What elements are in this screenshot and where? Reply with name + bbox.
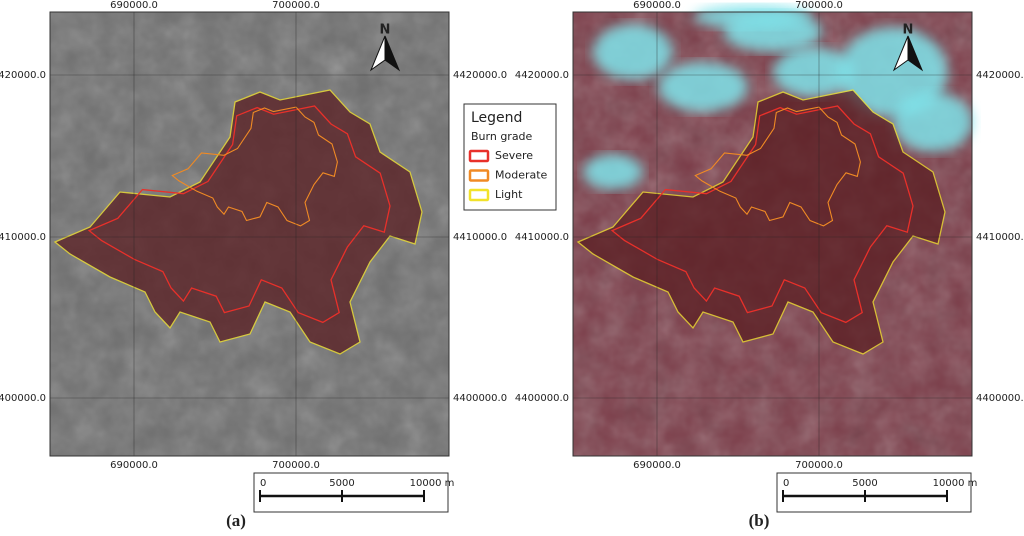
scalebar-label: 0 (783, 478, 789, 489)
x-coord-label: 700000.0 (795, 0, 843, 11)
y-coord-label: 4410000.0 (976, 232, 1024, 243)
x-coord-label: 700000.0 (272, 0, 320, 11)
x-coord-label: 700000.0 (272, 460, 320, 471)
scalebar-label: 0 (260, 478, 266, 489)
y-coord-label: 4400000.0 (976, 393, 1024, 404)
y-coord-label: 4410000.0 (0, 232, 46, 243)
scalebar-box (253, 472, 449, 513)
map-frame (49, 11, 450, 457)
panel-caption: (b) (749, 511, 770, 530)
legend-label: Moderate (495, 169, 548, 182)
x-coord-label: 700000.0 (795, 460, 843, 471)
legend-title: Legend (471, 110, 522, 126)
cloud (693, 5, 813, 29)
y-coord-label: 4420000.0 (0, 70, 46, 81)
map-panel: 690000.0 690000.0 700000.0 700000.0 4420000.… (515, 0, 1024, 530)
scalebar-box (776, 472, 972, 513)
y-coord-label: 4400000.0 (515, 393, 569, 404)
cloud (583, 154, 643, 190)
x-coord-label: 690000.0 (110, 460, 158, 471)
legend-swatch (468, 188, 490, 202)
cloud (773, 47, 853, 97)
north-label: N (903, 23, 914, 38)
panel-caption: (a) (226, 511, 246, 530)
burn-moderate (171, 106, 338, 227)
burn-severe (610, 105, 914, 324)
scalebar-label: 5000 (329, 478, 354, 489)
y-coord-label: 4420000.0 (453, 70, 507, 81)
y-coord-label: 4400000.0 (0, 393, 46, 404)
legend-label: Severe (495, 149, 533, 162)
x-coord-label: 690000.0 (110, 0, 158, 11)
north-arrow (384, 35, 401, 72)
cloud (893, 92, 973, 152)
cloud (593, 24, 673, 80)
legend-swatch (468, 149, 490, 163)
map-frame (572, 11, 973, 457)
legend-swatch (468, 169, 490, 182)
legend: Legend Burn grade Severe Moderate Light (463, 103, 557, 211)
cloud (658, 62, 748, 112)
y-coord-label: 4410000.0 (453, 232, 507, 243)
x-coord-label: 690000.0 (633, 0, 681, 11)
legend-subtitle: Burn grade (471, 130, 533, 143)
y-coord-label: 4400000.0 (453, 393, 507, 404)
legend-box (463, 103, 557, 211)
x-coord-label: 690000.0 (633, 460, 681, 471)
scalebar-label: 5000 (852, 478, 877, 489)
y-coord-label: 4420000.0 (976, 70, 1024, 81)
burn-area (53, 89, 423, 355)
scalebar-label: 10000 m (410, 478, 455, 489)
north-arrow (907, 35, 924, 72)
y-coord-label: 4420000.0 (515, 70, 569, 81)
north-label: N (380, 23, 391, 38)
y-coord-label: 4410000.0 (515, 232, 569, 243)
burn-area (576, 89, 946, 355)
legend-label: Light (495, 188, 523, 201)
burn-severe (87, 105, 391, 324)
map-panel: 690000.0 690000.0 700000.0 700000.0 4420000.… (0, 0, 507, 530)
scalebar-label: 10000 m (933, 478, 978, 489)
burn-moderate (694, 106, 861, 227)
